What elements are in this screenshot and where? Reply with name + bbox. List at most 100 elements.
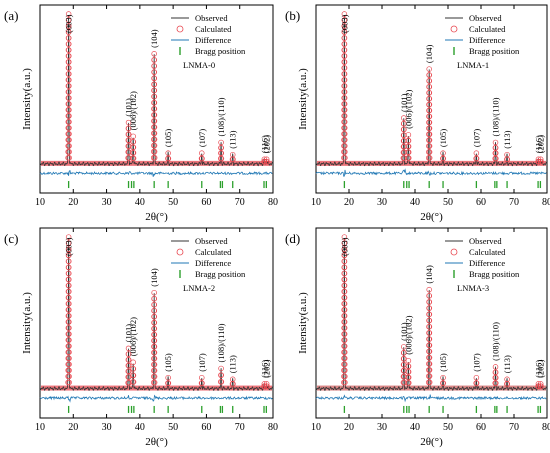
calculated-point [151,295,157,302]
calculated-point [341,240,348,246]
hkl-label: (101) [399,322,409,341]
calculated-point [65,234,72,240]
calculated-point [401,120,407,127]
calculated-point [341,119,348,125]
calculated-point [426,311,433,318]
calculated-point [341,53,348,59]
calculated-point [151,319,158,326]
calculated-point [263,156,270,163]
calculated-point [66,282,72,289]
calculated-point [426,354,433,361]
calculated-point [125,357,132,363]
x-tick-label: 70 [509,422,519,433]
calculated-point [341,95,348,101]
calculated-point [218,365,224,372]
hkl-label: (104) [149,268,159,287]
calculated-point [426,293,433,299]
calculated-point [199,150,205,156]
calculated-point [130,366,137,372]
calculated-point [341,276,348,283]
calculated-point [66,349,72,355]
x-tick-label: 80 [542,197,550,208]
calculated-point [342,361,348,368]
calculated-point [473,374,480,381]
x-tick-label: 20 [68,422,78,433]
calculated-point [538,158,544,165]
hkl-label: (003) [339,14,349,33]
calculated-point [405,143,412,150]
legend-observed-label: Observed [195,13,228,23]
calculated-point [66,89,72,95]
hkl-label: (105) [438,353,448,372]
calculated-point [426,101,433,108]
calculated-point [341,319,348,325]
calculated-point [473,150,480,156]
legend-calculated-swatch [176,248,184,256]
hkl-label: (116) [533,360,543,378]
calculated-point [66,300,72,307]
calculated-point [151,325,158,332]
calculated-point [66,355,72,362]
x-tick-label: 40 [410,422,420,433]
calculated-point [341,288,348,295]
calculated-point [341,294,348,301]
panel-label: (c) [4,231,18,246]
x-tick-label: 80 [268,197,278,208]
calculated-point [218,379,225,385]
calculated-point [151,69,158,75]
calculated-point [130,155,137,162]
calculated-point [341,65,348,71]
hkl-label: (006)/(102) [128,317,138,356]
calculated-point [426,348,433,355]
calculated-point [426,299,433,305]
calculated-point [341,300,348,307]
calculated-point [405,374,412,381]
calculated-point [151,136,158,143]
hkl-label: (108)/(110) [491,97,501,136]
panel-lnma-0: 10 20 30 40 50 60 70 80 2θ(°) Intensity(a.u.) (a) (… [4,4,278,223]
calculated-point [65,246,72,252]
calculated-point [66,83,72,89]
calculated-point [493,380,499,386]
hkl-label: (105) [163,129,173,148]
calculated-point [440,150,446,156]
calculated-point [218,139,224,146]
calculated-point [66,53,72,59]
hkl-label: (006)/(102) [128,91,138,130]
plot-frame [315,4,548,194]
calculated-point [66,343,72,349]
calculated-point [342,379,348,386]
difference-curve [315,168,547,177]
hkl-label: (116) [533,135,543,153]
calculated-point [66,95,72,101]
calculated-point [66,155,72,161]
calculated-point [65,240,72,246]
x-tick-label: 30 [102,197,112,208]
legend-bragg-label: Bragg position [195,46,246,56]
calculated-point [66,41,72,47]
hkl-label: (107) [197,129,207,148]
calculated-point [165,150,171,156]
calculated-point [341,23,348,29]
calculated-point [341,77,348,83]
calculated-point [66,59,72,65]
calculated-point [341,325,348,331]
calculated-point [341,41,348,47]
hkl-label: (202) [262,135,272,154]
difference-curve [39,394,273,403]
x-tick-label: 20 [344,197,354,208]
hkl-label: (108)/(110) [216,97,226,136]
calculated-point [473,155,480,162]
calculated-point [537,381,544,387]
x-tick-label: 80 [542,422,550,433]
x-tick-label: 70 [509,197,519,208]
calculated-point [151,106,158,112]
panel-label: (d) [285,231,300,246]
calculated-point [504,376,510,383]
calculated-point [341,343,348,349]
calculated-point [151,142,158,149]
calculated-point [440,380,447,386]
calculated-point [406,380,412,386]
sample-name: LNMA-3 [457,283,489,293]
